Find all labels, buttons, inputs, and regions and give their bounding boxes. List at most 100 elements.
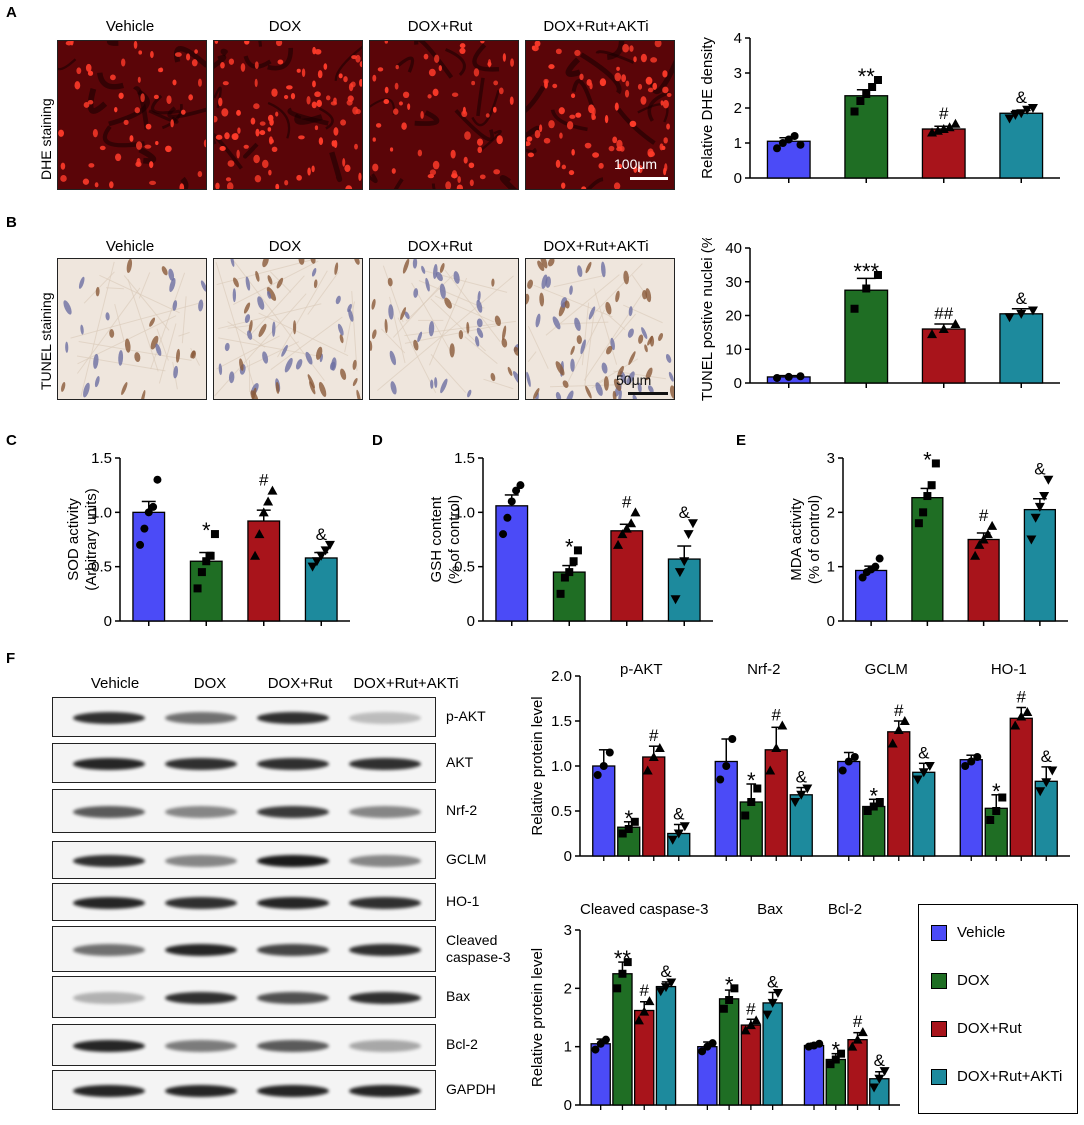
point-D-dox-rut-3 <box>626 518 637 528</box>
y-tick-label-F2-0: 0 <box>564 1097 572 1114</box>
point-F2-bcl-2-dox-rut-2 <box>857 1027 868 1037</box>
blot-band-p-akt-0 <box>73 712 145 724</box>
point-C-vehicle-3 <box>149 502 158 511</box>
point-E-dox-2 <box>923 492 932 501</box>
chart-tunel-positive-nuclei: 0 10 20 30 40 TUNEL postive nuclei (%) *** ## & <box>699 238 1060 401</box>
category-label-F1-gclm: GCLM <box>865 661 908 678</box>
y-tick-label-D-2: 1.0 <box>454 504 475 521</box>
y-tick-label-A-0: 0 <box>734 170 742 187</box>
point-F1-p-akt-dox-rut-0 <box>642 765 653 775</box>
point-F2-bax-dox-1 <box>725 996 734 1004</box>
dhe-image-doxrutakti <box>525 40 675 190</box>
annotation-C-dox-rut: # <box>259 471 269 490</box>
point-A-dox-rut-akti-1 <box>1010 111 1021 120</box>
y-tick-label-B-2: 20 <box>725 308 742 325</box>
dhe-image-vehicle <box>57 40 207 190</box>
bar-F2-cleaved-caspase-3-dox <box>612 973 633 1106</box>
y-axis-label2-C: (Arbitrary units) <box>83 488 100 591</box>
micrograph-texture <box>370 259 518 398</box>
bar-F2-cleaved-caspase-3-dox-rut <box>633 1009 655 1106</box>
western-blot-cleaved-caspase-3 <box>52 926 436 972</box>
point-F1-nrf-2-dox-rut-0 <box>765 765 776 775</box>
y-axis-label-F1: Relative protein level <box>529 696 546 835</box>
legend: Vehicle DOX DOX+Rut DOX+Rut+AKTi <box>918 904 1078 1114</box>
y-tick-label-B-4: 40 <box>725 240 742 257</box>
point-F1-p-akt-dox-rut-2 <box>654 743 665 752</box>
point-D-dox-1 <box>560 573 569 582</box>
blot-label-nrf-2: Nrf-2 <box>446 802 478 818</box>
bar-B-dox <box>844 289 889 384</box>
y-tick-label-F1-1: 0.5 <box>551 803 572 820</box>
point-E-dox-rut-akti-0 <box>1026 535 1037 545</box>
point-F1-gclm-dox-rut-akti-0 <box>912 775 923 785</box>
blot-band-gapdh-1 <box>165 1085 237 1097</box>
bar-F2-bax-dox-rut-akti <box>762 1002 783 1106</box>
point-D-dox-rut-akti-4 <box>687 519 698 529</box>
blot-band-nrf-2-0 <box>73 806 145 818</box>
tunel-staining-label: TUNEL staining <box>38 292 54 390</box>
y-tick-label-F1-2: 1.0 <box>551 758 572 775</box>
point-F1-nrf-2-dox-rut-akti-1 <box>796 790 807 800</box>
legend-swatch-doxrut <box>931 1021 947 1037</box>
scale-bar-a <box>630 177 668 180</box>
point-E-dox-rut-3 <box>982 529 993 539</box>
point-F1-p-akt-dox-2 <box>630 817 639 826</box>
point-F2-bcl-2-dox-rut-0 <box>847 1041 858 1051</box>
category-label-F2-bax: Bax <box>757 901 783 918</box>
y-tick-label-B-1: 10 <box>725 341 742 358</box>
point-F1-ho-1-dox-rut-akti-0 <box>1035 787 1046 797</box>
blot-band-bax-3 <box>349 992 421 1004</box>
blot-band-nrf-2-3 <box>349 806 421 818</box>
y-tick-label-D-3: 1.5 <box>454 450 475 467</box>
y-tick-label-C-1: 0.5 <box>91 559 112 576</box>
point-A-dox-3 <box>868 83 877 91</box>
point-F2-bcl-2-dox-0 <box>826 1060 835 1069</box>
point-B-vehicle-0 <box>773 373 782 382</box>
y-axis-label-F2: Relative protein level <box>529 948 546 1087</box>
panel-letter-e: E <box>736 432 747 449</box>
bar-F2-bcl-2-vehicle <box>803 1044 825 1106</box>
y-tick-label-E-1: 1 <box>827 559 835 576</box>
lane-label-doxrutakti: DOX+Rut+AKTi <box>353 675 459 692</box>
point-F2-cleaved-caspase-3-dox-1 <box>618 969 627 978</box>
legend-label-dox: DOX <box>957 972 990 989</box>
point-D-dox-3 <box>569 557 578 566</box>
y-tick-label-F2-2: 2 <box>564 980 572 997</box>
point-F1-p-akt-dox-rut-1 <box>648 752 659 761</box>
point-B-dox-rut-akti-0 <box>1004 313 1015 323</box>
lane-label-doxrut: DOX+Rut <box>267 675 333 692</box>
point-E-dox-rut-akti-2 <box>1034 502 1045 512</box>
image-label-doxrut-b: DOX+Rut <box>407 238 473 255</box>
y-tick-label-F1-3: 1.5 <box>551 713 572 730</box>
point-D-vehicle-1 <box>503 513 512 522</box>
point-D-vehicle-0 <box>499 530 508 539</box>
point-F1-p-akt-dox-0 <box>618 829 627 838</box>
point-E-dox-3 <box>927 481 936 490</box>
micrograph-texture <box>370 41 518 189</box>
panel-letter-a: A <box>6 4 17 21</box>
western-blot-akt <box>52 743 436 783</box>
annotation-F1-p-akt-dox-rut-akti: & <box>673 805 685 824</box>
point-B-vehicle-2 <box>796 372 805 381</box>
point-F2-cleaved-caspase-3-dox-rut-akti-1 <box>660 983 671 993</box>
point-E-dox-1 <box>919 508 928 517</box>
blot-band-p-akt-2 <box>257 712 329 724</box>
blot-label-bax: Bax <box>446 988 471 1004</box>
western-blot-nrf-2 <box>52 789 436 833</box>
panel-letter-f: F <box>6 650 16 667</box>
annotation-B-dox-rut: ## <box>934 304 953 323</box>
point-F2-bcl-2-dox-rut-akti-1 <box>874 1074 885 1084</box>
annotation-F1-ho-1-dox: * <box>992 779 1001 804</box>
point-F2-bax-dox-rut-0 <box>740 1025 751 1035</box>
point-F2-bax-dox-2 <box>730 984 739 993</box>
category-label-F1-ho-1: HO-1 <box>991 661 1027 678</box>
point-D-dox-rut-4 <box>630 507 641 517</box>
bar-D-dox-rut-akti <box>667 558 701 622</box>
point-A-dox-rut-akti-3 <box>1022 105 1033 115</box>
point-D-dox-rut-akti-2 <box>679 557 690 567</box>
panel-letter-d: D <box>372 432 383 449</box>
point-F1-nrf-2-dox-rut-akti-0 <box>790 798 801 807</box>
point-F1-gclm-dox-rut-akti-2 <box>924 762 935 771</box>
western-blot-p-akt <box>52 697 436 737</box>
blot-band-cleaved-caspase-3-2 <box>257 944 329 956</box>
